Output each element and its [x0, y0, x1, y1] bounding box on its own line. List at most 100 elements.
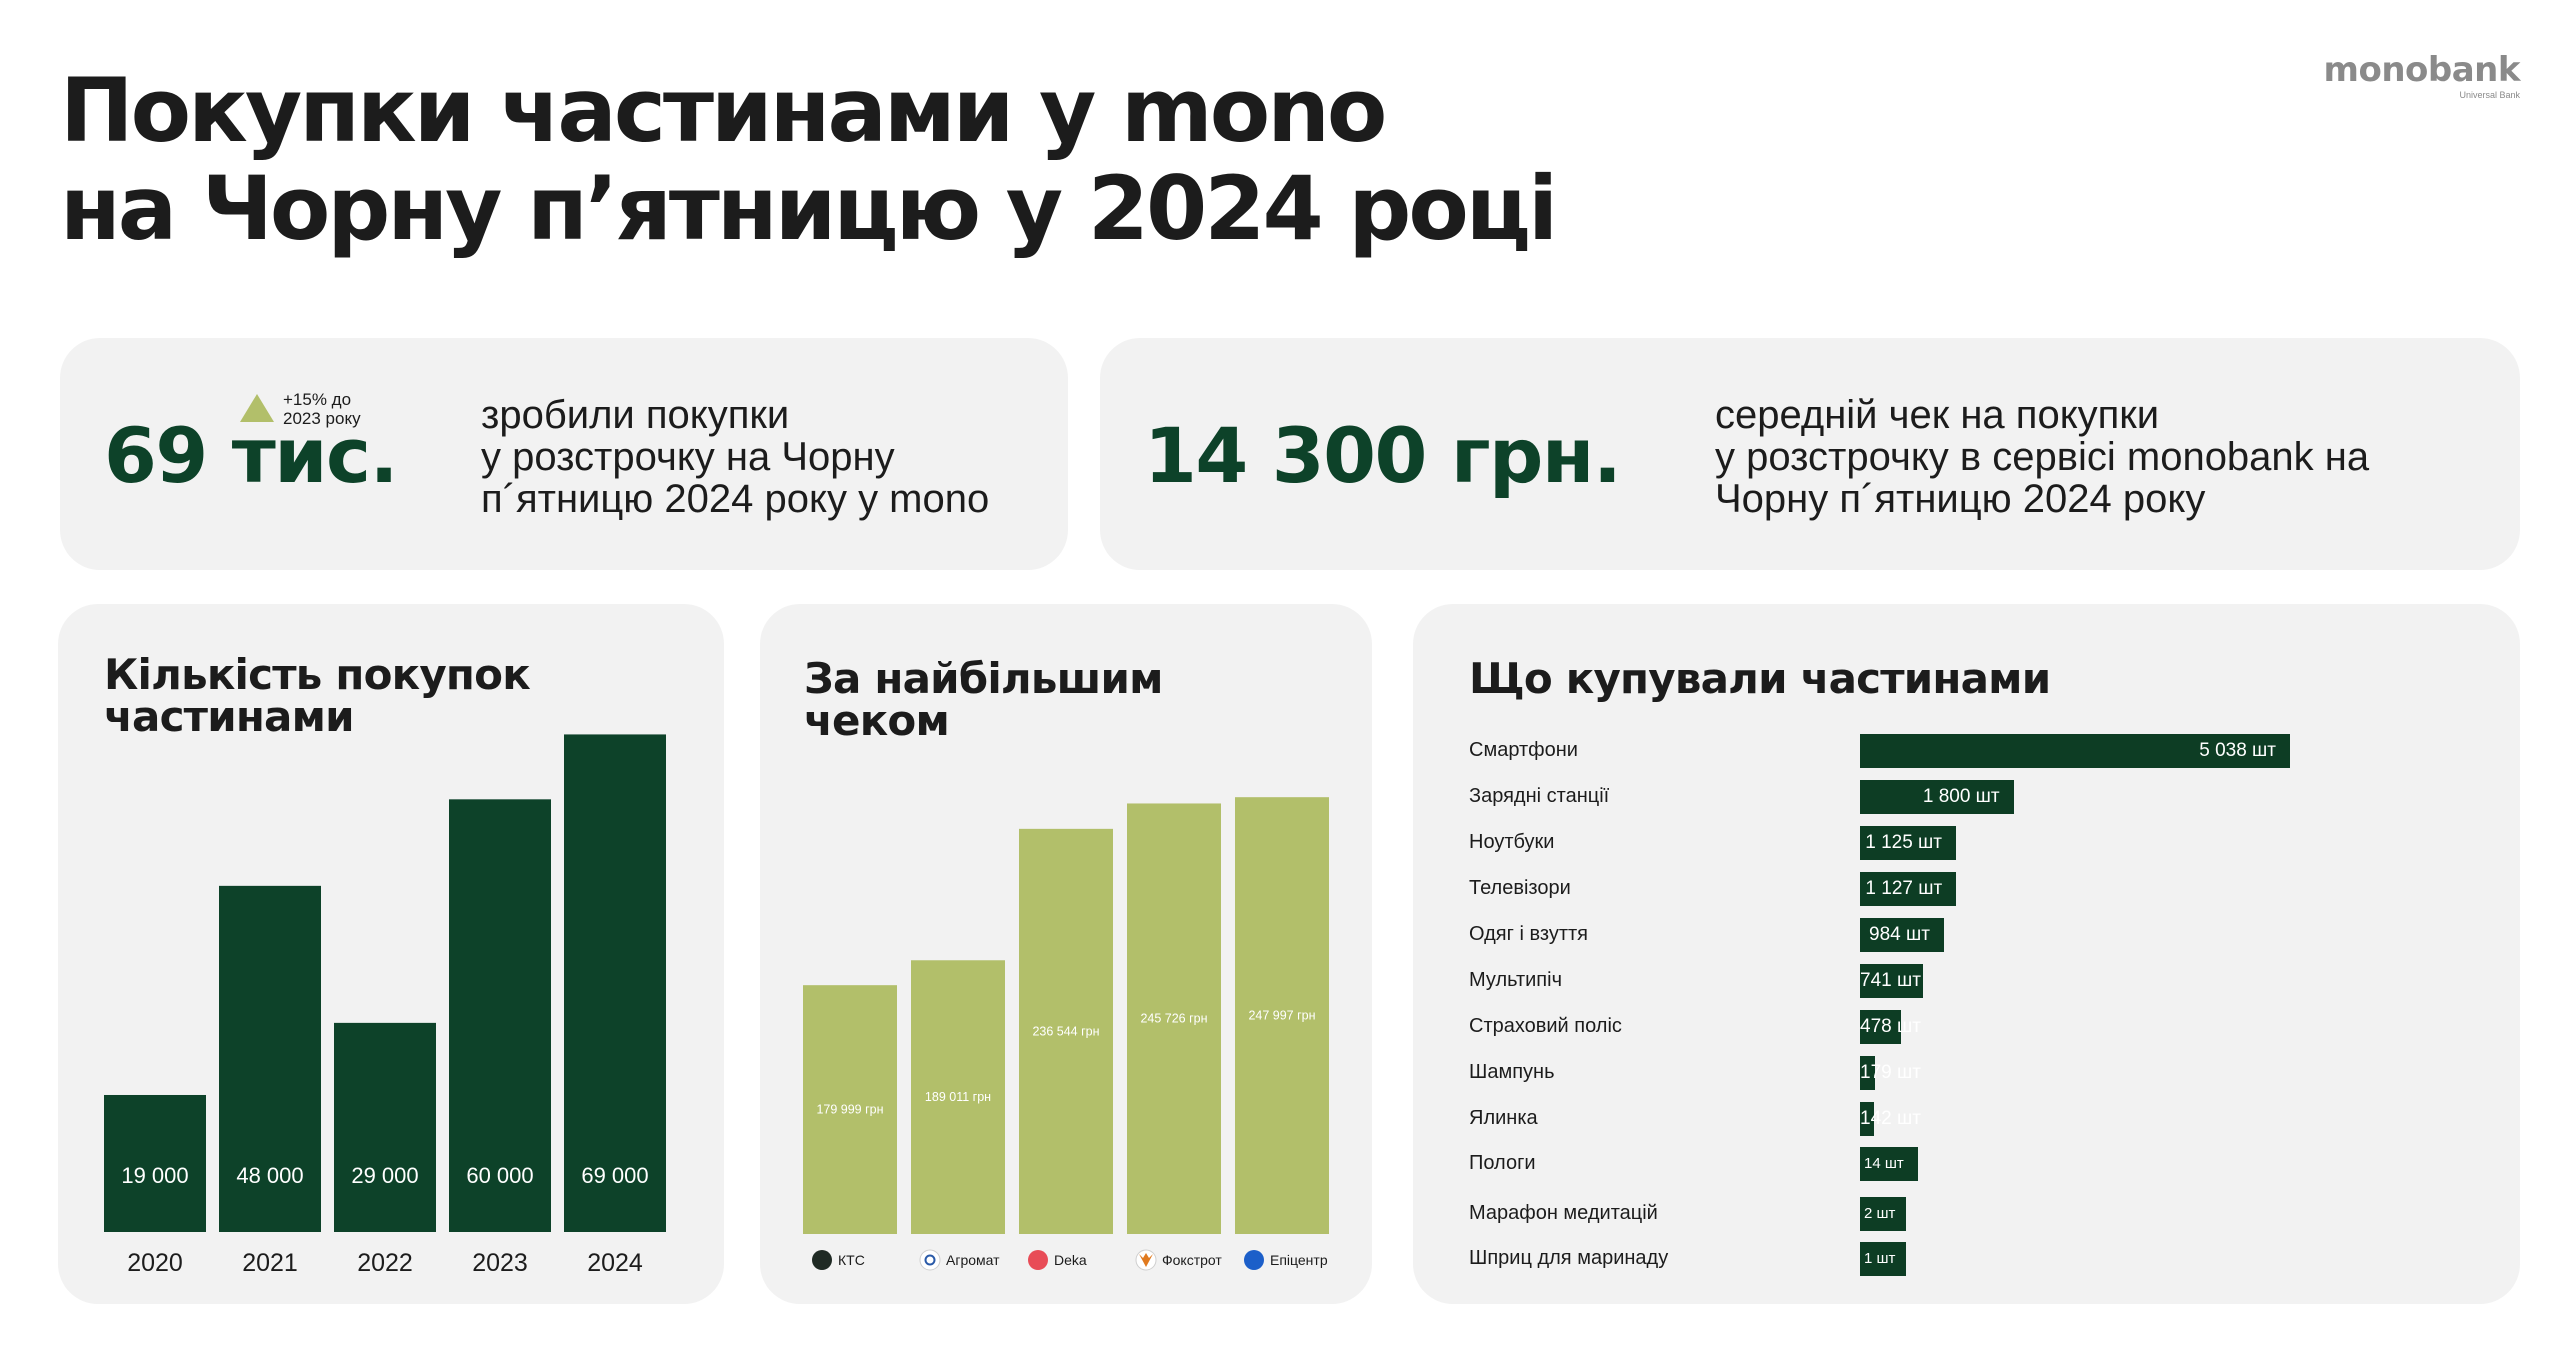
growth-badge-line-1: +15% до [283, 390, 352, 409]
category-row: Телевізори 1 127 шт [1413, 872, 2520, 906]
stat-card-avg-check: 14 300 грн. середній чек на покупки у ро… [1100, 338, 2520, 570]
x-tick-label: 2024 [587, 1249, 643, 1277]
purchases-count-value: 69 тис. [104, 411, 398, 500]
category-label: Смартфони [1469, 739, 1578, 761]
category-bar: 1 125 шт [1860, 826, 1957, 860]
chart-title-line-1: Кількість покупок [104, 650, 531, 699]
category-row: Смартфони 5 038 шт [1413, 734, 2520, 768]
category-row: Зарядні станції 1 800 шт [1413, 780, 2520, 814]
x-tick-label: 2023 [472, 1249, 528, 1277]
epicentr-logo-icon [1244, 1250, 1264, 1270]
category-label: Одяг і взуття [1469, 923, 1588, 945]
bar-value-label: 189 011 грн [925, 1090, 991, 1104]
category-bar: 5 038 шт [1860, 734, 2290, 768]
chart-title-categories: Що купували частинами [1469, 654, 2051, 703]
category-row: Шприц для маринаду 1 шт [1413, 1242, 2520, 1276]
bar-value-label: 29 000 [351, 1163, 418, 1188]
x-tick-label: КТС [838, 1252, 865, 1268]
bar-value-label: 69 000 [581, 1163, 648, 1188]
agromat-logo-icon [919, 1249, 941, 1271]
x-tick-label: Агромат [946, 1252, 1000, 1268]
category-bar: 179 шт [1860, 1056, 1921, 1090]
chart-title-line-1: За найбільшим [804, 654, 1163, 703]
category-label: Ноутбуки [1469, 831, 1555, 853]
chart-card-categories: Що купували частинами Смартфони 5 038 шт З… [1413, 604, 2520, 1304]
category-bar: 1 127 шт [1860, 872, 1957, 906]
kts-logo-icon [812, 1250, 832, 1270]
category-label: Марафон медитацій [1469, 1202, 1658, 1224]
category-row: Мультипіч 741 шт [1413, 964, 2520, 998]
bar-agromat-logo-icon [911, 960, 1005, 1234]
bar-value-label: 179 999 грн [816, 1103, 883, 1117]
logo-circle [1028, 1250, 1048, 1270]
bar-foxtrot-logo-icon [1127, 803, 1221, 1234]
category-row: Ноутбуки 1 125 шт [1413, 826, 2520, 860]
category-label: Пологи [1469, 1152, 1536, 1174]
logo-circle [919, 1249, 941, 1271]
avg-check-value: 14 300 грн. [1144, 411, 1622, 500]
logo-circle [1244, 1250, 1264, 1270]
chart-card-purchase-count: Кількість покупок частинами 19 000 2020 48… [58, 604, 724, 1304]
category-row: Страховий поліс 478 шт [1413, 1010, 2520, 1044]
foxtrot-logo-icon [1135, 1249, 1157, 1271]
avg-check-desc-line-3: Чорну п´ятницю 2024 року [1715, 477, 2206, 521]
bar-2024 [564, 734, 666, 1232]
category-bar: 2 шт [1860, 1197, 1906, 1231]
category-label: Шампунь [1469, 1061, 1555, 1083]
category-row: Ялинка 142 шт [1413, 1102, 2520, 1136]
category-label: Зарядні станції [1469, 785, 1610, 807]
avg-check-description: середній чек на покупки у розстрочку в с… [1715, 394, 2369, 520]
category-label: Шприц для маринаду [1469, 1247, 1669, 1269]
bar-value-label: 247 997 грн [1248, 1009, 1315, 1023]
logo-circle [812, 1250, 832, 1270]
largest-check-chart: 179 999 грн КТС 189 011 грн Агромат 236 544 … [803, 797, 1329, 1271]
bar-deka-logo-icon [1019, 828, 1113, 1234]
bar-2021 [219, 885, 321, 1232]
logo-name: monobank [2323, 50, 2521, 90]
category-bar: 1 шт [1860, 1242, 1906, 1276]
x-tick-label: 2022 [357, 1249, 413, 1277]
x-tick-label: 2020 [127, 1249, 183, 1277]
category-bar: 741 шт [1860, 964, 1924, 998]
chart-title-largest-check: За найбільшим чеком [804, 658, 1163, 742]
purchases-description: зробили покупки у розстрочку на Чорну п´… [481, 394, 989, 520]
page-title: Покупки частинами у mono на Чорну п’ятни… [60, 59, 1558, 260]
bar-value-label: 19 000 [121, 1163, 188, 1188]
avg-check-desc-line-2: у розстрочку в сервісі monobank на [1715, 435, 2370, 479]
fox-shape [1139, 1253, 1153, 1267]
x-tick-label: 2021 [242, 1249, 298, 1277]
growth-badge: +15% до 2023 року [240, 390, 361, 428]
x-tick-label: Епіцентр [1270, 1252, 1328, 1268]
bar-kts-logo-icon [803, 985, 897, 1234]
purchases-desc-line-1: зробили покупки [481, 393, 790, 437]
category-row: Марафон медитацій 2 шт [1413, 1197, 2520, 1231]
category-bar: 478 шт [1860, 1010, 1921, 1044]
bar-value-label: 60 000 [466, 1163, 533, 1188]
category-label: Мультипіч [1469, 969, 1562, 991]
category-label: Ялинка [1469, 1107, 1538, 1129]
title-line-1: Покупки частинами у mono [60, 59, 1387, 162]
category-label: Страховий поліс [1469, 1015, 1622, 1037]
category-bar: 14 шт [1860, 1147, 1918, 1181]
bar-value-label: 236 544 грн [1032, 1024, 1099, 1038]
category-bar: 984 шт [1860, 918, 1944, 952]
deka-logo-icon [1028, 1250, 1048, 1270]
purchases-desc-line-2: у розстрочку на Чорну [481, 435, 895, 479]
category-row: Шампунь 179 шт [1413, 1056, 2520, 1090]
growth-badge-line-2: 2023 року [283, 409, 361, 428]
category-label: Телевізори [1469, 877, 1571, 899]
monobank-logo: monobank Universal Bank [2323, 50, 2521, 100]
chart-title-line-2: чеком [804, 696, 950, 745]
purchase-count-chart: 19 000 2020 48 000 2021 29 000 2022 60 000 2023… [104, 734, 666, 1277]
title-line-2: на Чорну п’ятницю у 2024 році [60, 157, 1558, 260]
chart-card-largest-check: За найбільшим чеком 179 999 грн КТС 189 01… [760, 604, 1372, 1304]
triangle-up-icon [240, 394, 274, 422]
logo-ring [924, 1254, 936, 1266]
category-bar: 142 шт [1860, 1102, 1921, 1136]
category-row: Пологи 14 шт [1413, 1147, 2520, 1181]
bar-2022 [334, 1022, 436, 1232]
x-tick-label: Фокстрот [1162, 1252, 1222, 1268]
category-bar: 1 800 шт [1860, 780, 2014, 814]
category-row: Одяг і взуття 984 шт [1413, 918, 2520, 952]
bar-epicentr-logo-icon [1235, 797, 1329, 1234]
